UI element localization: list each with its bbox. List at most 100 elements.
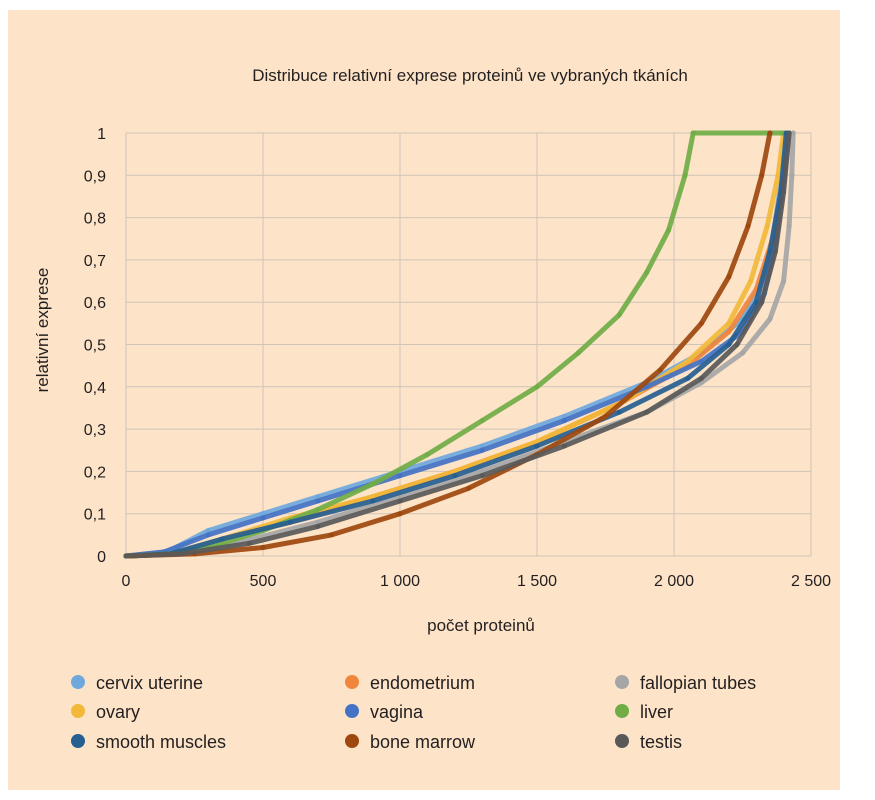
- data-point-fallopian-tubes: [767, 316, 773, 322]
- data-point-fallopian-tubes: [790, 130, 796, 136]
- data-point-testis: [644, 409, 650, 415]
- legend-label: endometrium: [370, 673, 475, 693]
- legend-label: bone marrow: [370, 732, 476, 752]
- data-point-bone-marrow: [745, 223, 751, 229]
- y-tick-label: 0: [97, 549, 106, 566]
- data-point-bone-marrow: [657, 367, 663, 373]
- legend-item-vagina: vagina: [345, 702, 424, 722]
- legend-item-endometrium: endometrium: [345, 673, 475, 693]
- data-point-liver: [666, 227, 672, 233]
- data-point-testis: [786, 130, 792, 136]
- legend-label: smooth muscles: [96, 732, 226, 752]
- legend-item-testis: testis: [615, 732, 682, 752]
- data-point-vagina: [315, 498, 321, 504]
- y-tick-label: 0,8: [84, 211, 106, 228]
- legend-marker: [345, 675, 359, 689]
- data-point-liver: [315, 506, 321, 512]
- legend-label: testis: [640, 732, 682, 752]
- data-point-testis: [772, 248, 778, 254]
- data-point-testis: [315, 523, 321, 529]
- data-point-vagina: [561, 418, 567, 424]
- x-tick-label: 0: [122, 573, 131, 590]
- legend-marker: [615, 675, 629, 689]
- data-point-vagina: [479, 447, 485, 453]
- legend: cervix uterine endometrium fallopian tubes…: [71, 673, 756, 752]
- data-point-liver: [370, 481, 376, 487]
- legend-item-ovary: ovary: [71, 702, 140, 722]
- data-point-smooth-muscles: [219, 536, 225, 542]
- series-testis: [123, 130, 792, 559]
- y-tick-label: 0,1: [84, 507, 106, 524]
- x-tick-label: 500: [250, 573, 277, 590]
- y-tick-label: 0,5: [84, 338, 106, 355]
- legend-marker: [71, 675, 85, 689]
- legend-item-fallopian-tubes: fallopian tubes: [615, 673, 756, 693]
- legend-item-bone-marrow: bone marrow: [345, 732, 476, 752]
- data-point-bone-marrow: [603, 413, 608, 419]
- data-point-vagina: [397, 473, 403, 479]
- y-axis-title: relativní exprese: [33, 268, 52, 393]
- data-point-endometrium: [726, 329, 732, 335]
- data-point-testis: [781, 189, 787, 195]
- data-point-liver: [690, 130, 696, 136]
- series-line-liver: [123, 130, 787, 559]
- legend-marker: [615, 704, 629, 718]
- data-point-bone-marrow: [466, 485, 471, 491]
- data-point-liver: [575, 350, 581, 356]
- data-point-smooth-muscles: [616, 409, 622, 415]
- chart-title: Distribuce relativní exprese proteinů ve…: [252, 66, 688, 85]
- x-tick-label: 2 000: [654, 573, 694, 590]
- data-point-ovary: [764, 223, 770, 229]
- x-tick-label: 2 500: [791, 573, 831, 590]
- data-point-liver: [424, 451, 430, 457]
- y-axis-ticks: 0 0,1 0,2 0,3 0,4 0,5 0,6 0,7 0,8 0,9 1: [84, 126, 106, 566]
- data-point-bone-marrow: [329, 532, 334, 538]
- y-tick-label: 0,6: [84, 295, 106, 312]
- data-point-liver: [644, 270, 650, 276]
- data-point-liver: [616, 312, 622, 318]
- x-tick-label: 1 000: [380, 573, 420, 590]
- legend-marker: [345, 704, 359, 718]
- data-point-smooth-muscles: [767, 248, 773, 254]
- legend-item-liver: liver: [615, 702, 673, 722]
- data-point-vagina: [205, 532, 211, 538]
- data-point-vagina: [698, 358, 704, 364]
- data-point-vagina: [260, 515, 266, 521]
- data-point-liver: [682, 172, 688, 178]
- data-point-bone-marrow: [260, 545, 266, 551]
- data-point-testis: [246, 540, 252, 546]
- data-point-liver: [534, 384, 540, 390]
- data-point-bone-marrow: [767, 130, 773, 136]
- data-point-ovary: [726, 320, 732, 326]
- legend-marker: [345, 734, 359, 748]
- legend-label: cervix uterine: [96, 673, 203, 693]
- legend-item-smooth-muscles: smooth muscles: [71, 732, 226, 752]
- legend-item-cervix-uterine: cervix uterine: [71, 673, 203, 693]
- y-tick-label: 0,7: [84, 253, 106, 270]
- legend-label: ovary: [96, 702, 140, 722]
- data-point-bone-marrow: [759, 172, 765, 178]
- data-point-smooth-muscles: [753, 299, 759, 305]
- series-line-testis: [123, 130, 792, 559]
- data-point-testis: [698, 375, 704, 381]
- y-tick-label: 0,9: [84, 168, 106, 185]
- legend-marker: [71, 704, 85, 718]
- legend-label: fallopian tubes: [640, 673, 756, 693]
- data-point-testis: [759, 299, 765, 305]
- data-point-fallopian-tubes: [786, 223, 792, 229]
- series-line-bone-marrow: [123, 130, 773, 559]
- data-series: [123, 130, 796, 559]
- data-point-bone-marrow: [726, 274, 732, 280]
- data-point-smooth-muscles: [685, 375, 691, 381]
- data-point-smooth-muscles: [287, 519, 293, 525]
- grid-lines: [125, 132, 812, 557]
- x-axis-ticks: 0 500 1 000 1 500 2 000 2 500: [122, 573, 832, 590]
- data-point-testis: [397, 498, 403, 504]
- data-point-smooth-muscles: [452, 473, 458, 479]
- x-axis-title: počet proteinů: [427, 616, 535, 635]
- x-tick-label: 1 500: [517, 573, 557, 590]
- data-point-testis: [123, 553, 129, 559]
- legend-marker: [615, 734, 629, 748]
- y-tick-label: 0,2: [84, 464, 106, 481]
- data-point-cervix-uterine: [205, 528, 211, 534]
